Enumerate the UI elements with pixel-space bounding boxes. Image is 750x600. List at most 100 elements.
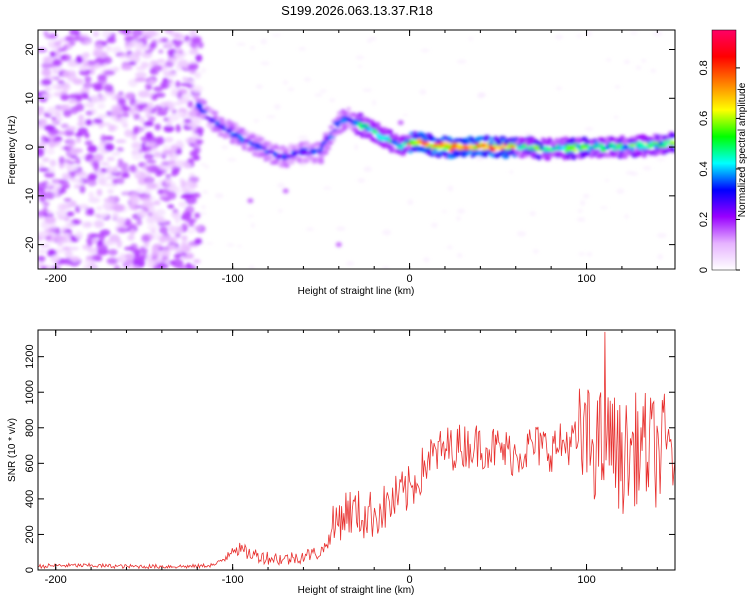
spectrogram-noise-blob bbox=[178, 201, 187, 208]
spectrogram-noise-blob bbox=[116, 147, 124, 152]
spectrogram-ridge-blob bbox=[211, 110, 219, 115]
spectrogram-noise-blob bbox=[128, 196, 140, 206]
spectrogram-faint-blob bbox=[576, 217, 586, 222]
spectrogram-y-label: Frequency (Hz) bbox=[7, 116, 18, 185]
spectrogram-faint-blob bbox=[613, 115, 620, 119]
spectrogram-noise-blob bbox=[173, 253, 182, 259]
spectrogram-faint-blob bbox=[584, 126, 594, 132]
spectrogram-noise-blob bbox=[38, 191, 47, 198]
spectrogram-noise-blob bbox=[180, 82, 192, 87]
spectrogram-noise-blob bbox=[45, 225, 56, 231]
spectrogram-ridge-blob bbox=[513, 136, 520, 141]
spectrogram-ridge-blob bbox=[331, 137, 336, 143]
spectrogram-noise-blob bbox=[153, 92, 166, 98]
spectrogram-noise-blob bbox=[137, 90, 150, 98]
spectrogram-ridge-blob bbox=[504, 153, 510, 157]
spectrogram-faint-blob bbox=[630, 31, 638, 35]
spectrogram-noise-blob bbox=[145, 131, 153, 140]
spectrogram-ridge-blob bbox=[227, 121, 235, 127]
spectrogram-ridge-blob bbox=[636, 151, 643, 157]
spectrogram-noise-blob bbox=[92, 49, 102, 58]
spectrogram-ridge-blob bbox=[538, 141, 544, 147]
spectrogram-noise-blob bbox=[144, 82, 153, 91]
spectrogram-noise-blob bbox=[58, 156, 65, 165]
spectrogram-noise-blob bbox=[103, 70, 116, 76]
spectrogram-noise-blob bbox=[41, 62, 51, 70]
spectrogram-noise-blob bbox=[53, 235, 66, 242]
spectrogram-noise-blob bbox=[147, 212, 153, 217]
spectrogram-faint-blob bbox=[554, 34, 564, 40]
spectrogram-noise-blob bbox=[44, 34, 56, 40]
spectrogram-noise-blob bbox=[51, 116, 57, 121]
spectrogram-faint-blob bbox=[431, 222, 438, 228]
spectrogram-ridge-blob bbox=[544, 156, 552, 161]
spectrogram-noise-blob bbox=[151, 250, 159, 258]
spectrogram-faint-blob bbox=[357, 177, 366, 184]
spectrogram-ridge-blob bbox=[218, 117, 225, 123]
spectrogram-noise-blob bbox=[168, 159, 176, 165]
spectrogram-noise-blob bbox=[173, 101, 183, 106]
spectrogram-noise-blob bbox=[143, 153, 155, 160]
spectrogram-noise-blob bbox=[154, 257, 164, 264]
spectrogram-noise-blob bbox=[112, 166, 118, 173]
spectrogram-faint-blob bbox=[202, 189, 209, 195]
spectrogram-noise-blob bbox=[96, 114, 108, 119]
y-tick-label: 1000 bbox=[24, 380, 36, 404]
spectrogram-noise-blob bbox=[45, 235, 52, 240]
spectrogram-faint-blob bbox=[623, 59, 631, 65]
spectrogram-faint-blob bbox=[248, 265, 255, 269]
spectrogram-noise-blob bbox=[82, 82, 94, 89]
spectrogram-ridge-blob bbox=[422, 136, 429, 143]
spectrogram-noise-blob bbox=[129, 164, 137, 173]
spectrogram-noise-blob bbox=[93, 85, 103, 92]
spectrogram-noise-blob bbox=[102, 202, 111, 210]
spectrogram-noise-blob bbox=[172, 152, 178, 161]
spectrogram-noise-blob bbox=[59, 182, 71, 187]
spectrogram-noise-blob bbox=[117, 158, 124, 164]
spectrogram-noise-blob bbox=[155, 136, 163, 144]
spectrogram-noise-blob bbox=[154, 123, 161, 131]
spectrogram-noise-blob bbox=[189, 69, 197, 74]
spectrogram-faint-blob bbox=[604, 179, 610, 182]
spectrogram-noise-blob bbox=[193, 225, 202, 231]
spectrogram-noise-blob bbox=[153, 86, 164, 92]
spectrogram-noise-blob bbox=[70, 106, 79, 114]
spectrogram-faint-blob bbox=[624, 214, 629, 219]
spectrogram-noise-blob bbox=[58, 210, 67, 217]
spectrogram-noise-blob bbox=[104, 143, 115, 152]
spectrogram-noise-blob bbox=[108, 124, 116, 132]
spectrogram-faint-blob bbox=[529, 211, 536, 217]
spectrogram-noise-blob bbox=[152, 232, 161, 241]
spectrogram-noise-blob bbox=[88, 197, 101, 204]
spectrogram-noise-blob bbox=[102, 182, 114, 187]
spectrogram-noise-blob bbox=[96, 248, 109, 256]
spectrogram-noise-blob bbox=[49, 141, 57, 148]
spectrogram-noise-blob bbox=[93, 118, 103, 124]
spectrogram-faint-blob bbox=[370, 37, 377, 41]
colorbar-tick-label: 0 bbox=[698, 267, 710, 273]
spectrogram-faint-blob bbox=[322, 186, 332, 190]
spectrogram-noise-blob bbox=[124, 92, 134, 100]
spectrogram-ridge-blob bbox=[570, 151, 575, 157]
spectrogram-noise-blob bbox=[85, 119, 93, 126]
spectrogram-noise-blob bbox=[100, 168, 108, 173]
spectrogram-noise-blob bbox=[79, 33, 89, 39]
spectrogram-faint-blob bbox=[200, 162, 207, 166]
spectrogram-faint-blob bbox=[586, 252, 593, 257]
spectrogram-faint-blob bbox=[329, 98, 336, 103]
spectrogram-noise-blob bbox=[75, 136, 82, 144]
spectrogram-noise-blob bbox=[185, 218, 197, 223]
spectrogram-noise-blob bbox=[107, 189, 114, 194]
spectrogram-noise-blob bbox=[169, 260, 175, 265]
spectrogram-noise-blob bbox=[88, 191, 95, 199]
colorbar-bar bbox=[711, 29, 737, 271]
spectrogram-faint-blob bbox=[582, 193, 590, 199]
spectrogram-ridge-blob bbox=[594, 149, 602, 153]
spectrogram-noise-blob bbox=[163, 259, 171, 264]
spectrogram-faint-blob bbox=[336, 226, 346, 232]
spectrogram-noise-blob bbox=[152, 243, 163, 249]
spectrogram-noise-blob bbox=[116, 177, 125, 185]
spectrogram-noise-blob bbox=[129, 228, 136, 235]
spectrogram-noise-blob bbox=[192, 156, 201, 161]
